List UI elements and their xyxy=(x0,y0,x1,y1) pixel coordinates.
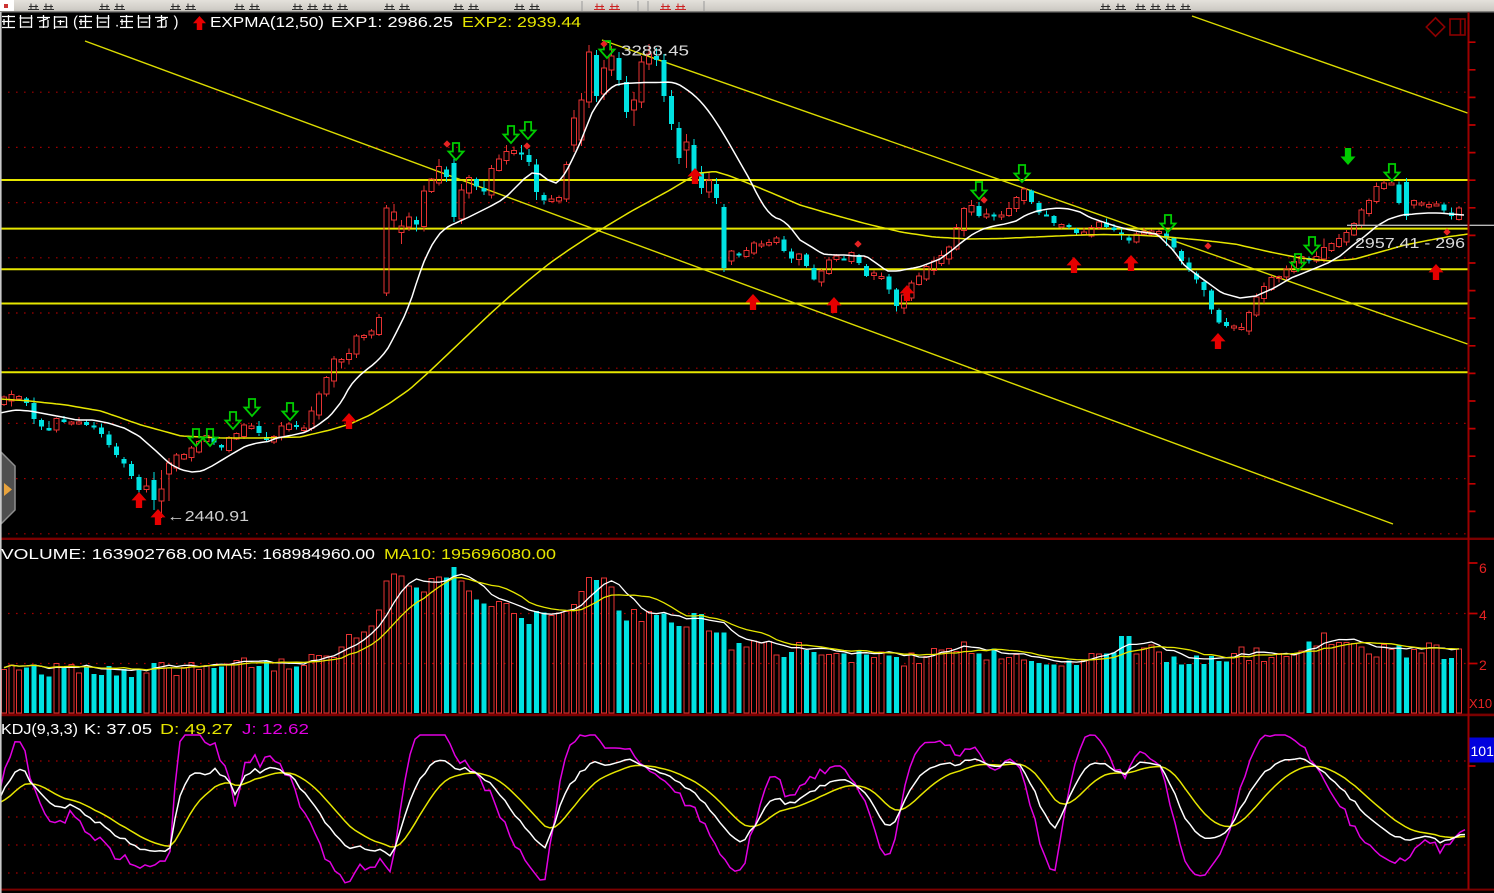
svg-text:EXP1: 2986.25: EXP1: 2986.25 xyxy=(331,14,453,31)
svg-text:3288.45: 3288.45 xyxy=(621,43,689,60)
svg-text:.: . xyxy=(115,14,119,31)
svg-text:2: 2 xyxy=(1479,657,1487,673)
svg-text:D: 49.27: D: 49.27 xyxy=(160,721,233,738)
svg-text:KDJ(9,3,3): KDJ(9,3,3) xyxy=(1,721,78,738)
svg-text:4: 4 xyxy=(1479,607,1487,623)
svg-text:6: 6 xyxy=(1479,560,1487,576)
svg-text:): ) xyxy=(174,14,179,31)
svg-text:EXP2: 2939.44: EXP2: 2939.44 xyxy=(462,14,581,31)
svg-text:MA5: 168984960.00: MA5: 168984960.00 xyxy=(216,546,375,563)
svg-text:VOLUME: 163902768.00: VOLUME: 163902768.00 xyxy=(1,546,213,563)
svg-text:K: 37.05: K: 37.05 xyxy=(84,721,152,738)
svg-text:(: ( xyxy=(73,14,78,31)
svg-text:X10: X10 xyxy=(1469,696,1492,711)
svg-text:←2440.91: ←2440.91 xyxy=(167,508,249,525)
svg-text:J: 12.62: J: 12.62 xyxy=(242,721,309,738)
svg-text:2957.41 - 296: 2957.41 - 296 xyxy=(1355,235,1465,252)
svg-text:MA10: 195696080.00: MA10: 195696080.00 xyxy=(384,546,556,563)
svg-text:EXPMA(12,50): EXPMA(12,50) xyxy=(210,14,324,31)
svg-text:101: 101 xyxy=(1471,743,1494,759)
